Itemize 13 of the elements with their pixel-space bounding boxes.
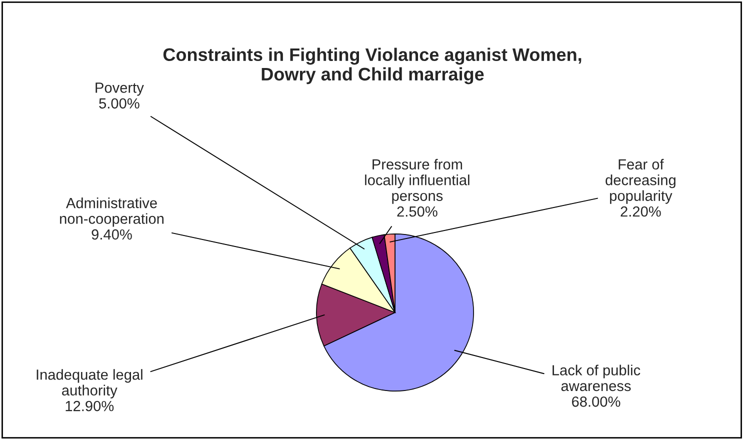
slice-label: Pressure from locally influential persons	[365, 158, 470, 204]
data-label: 2.50%	[397, 206, 438, 217]
data-label: 2.20%	[620, 206, 661, 217]
data-label: 68.00%	[572, 396, 620, 407]
slice-label: Administrative non-cooperation	[60, 197, 164, 227]
data-label: 5.00%	[99, 98, 140, 109]
data-label: 12.90%	[66, 400, 114, 412]
slice-label: Poverty	[96, 82, 144, 96]
chart-title: Constraints in Fighting Violance aganist Women, Dowry and Child marraige	[163, 48, 582, 84]
slice-label: Fear of decreasing popularity	[606, 158, 676, 204]
slice-label: Inadequate legal authority	[36, 369, 142, 398]
data-label: 9.40%	[92, 229, 132, 240]
slice-label: Lack of public awareness	[552, 364, 640, 392]
